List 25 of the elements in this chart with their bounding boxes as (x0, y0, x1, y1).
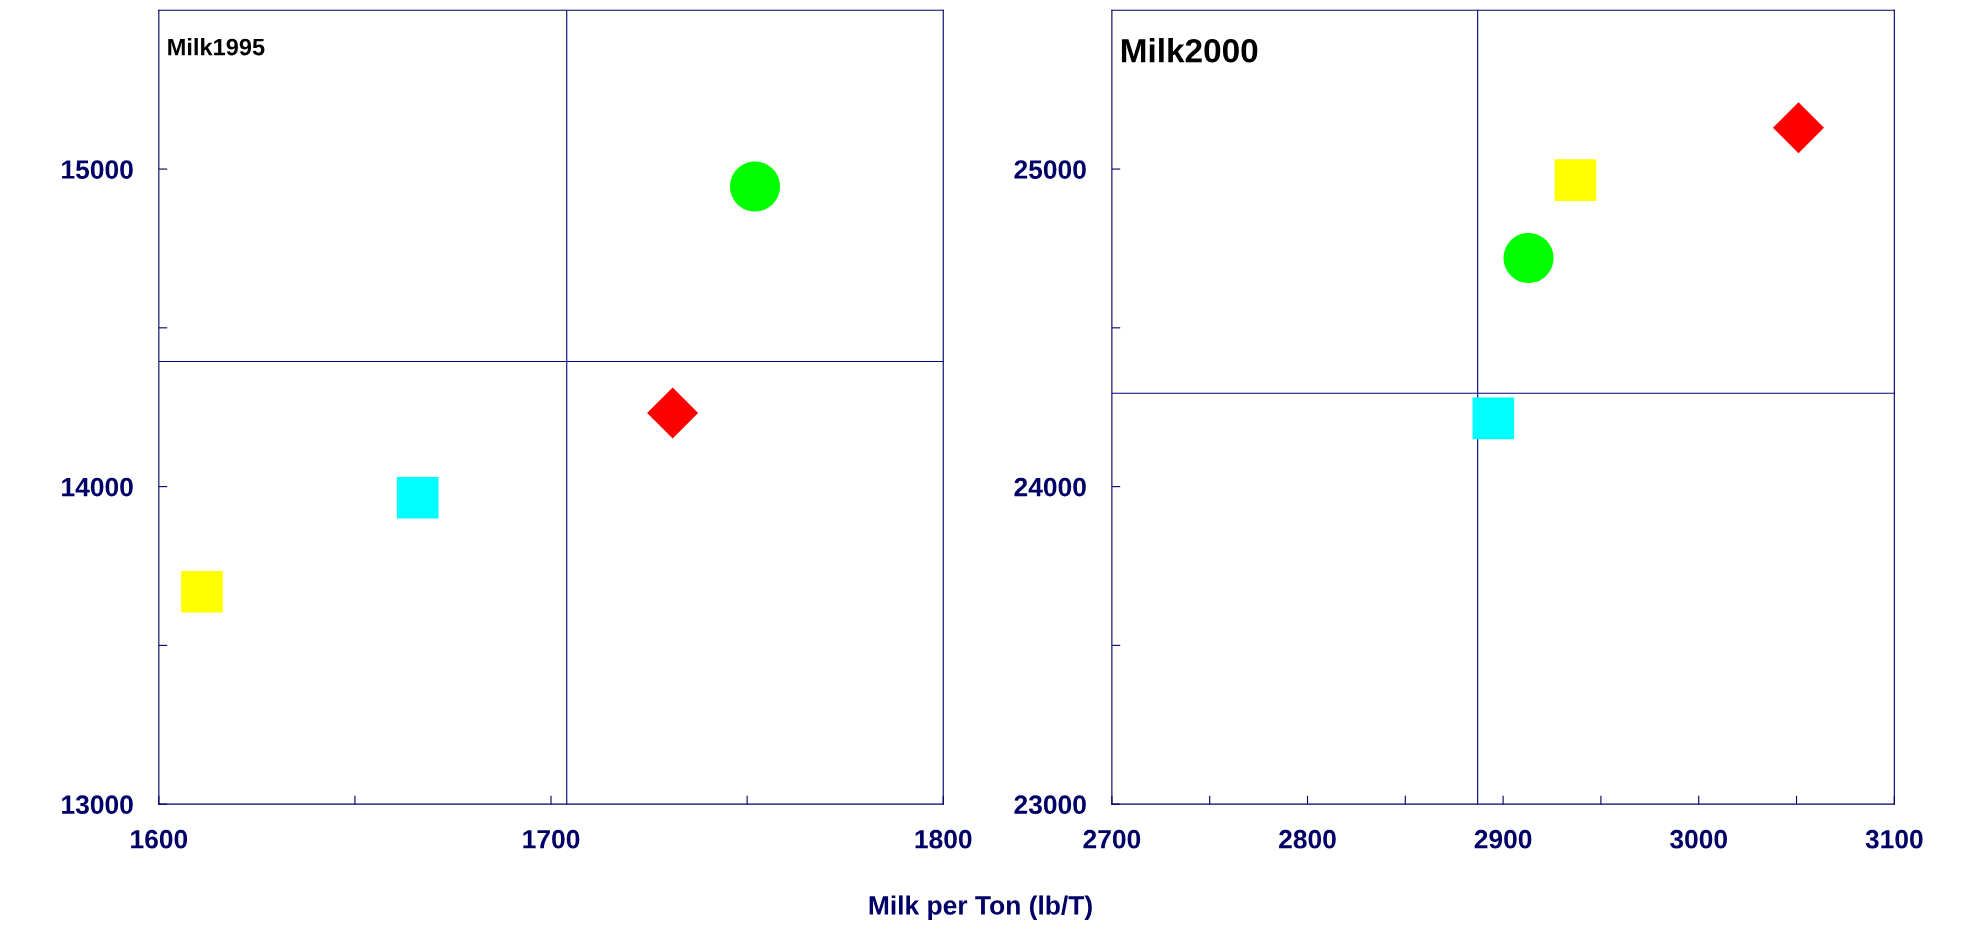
point (1772, 102, 1825, 154)
point (1503, 232, 1554, 283)
x-tick-label: 3100 (1865, 829, 1923, 849)
x-tick-label: 2900 (1474, 829, 1532, 849)
y-tick-label: 13000 (62, 795, 133, 815)
point (729, 161, 780, 212)
x-tick-label: 1700 (523, 829, 580, 849)
x-axis-title: Milk per Ton (lb/T) (869, 895, 1092, 920)
x-tick-label: 2800 (1279, 829, 1336, 849)
x-tick-label: 3000 (1669, 829, 1727, 849)
x-tick-label: 2700 (1083, 829, 1141, 849)
y-tick-label: 14000 (62, 477, 133, 497)
point (647, 387, 699, 439)
x-tick-label: 1600 (131, 829, 188, 849)
y-tick-label: 15000 (62, 160, 133, 179)
point (1554, 159, 1597, 201)
point (1472, 397, 1515, 440)
y-tick-label: 24000 (1014, 477, 1086, 497)
y-tick-label: 23000 (1014, 795, 1086, 815)
point (181, 570, 223, 613)
point (396, 476, 439, 519)
text: Milk1995 (168, 38, 265, 56)
x-tick-label: 1800 (915, 829, 972, 849)
y-tick-label: 25000 (1014, 160, 1086, 179)
text: Milk2000 (1121, 38, 1258, 63)
